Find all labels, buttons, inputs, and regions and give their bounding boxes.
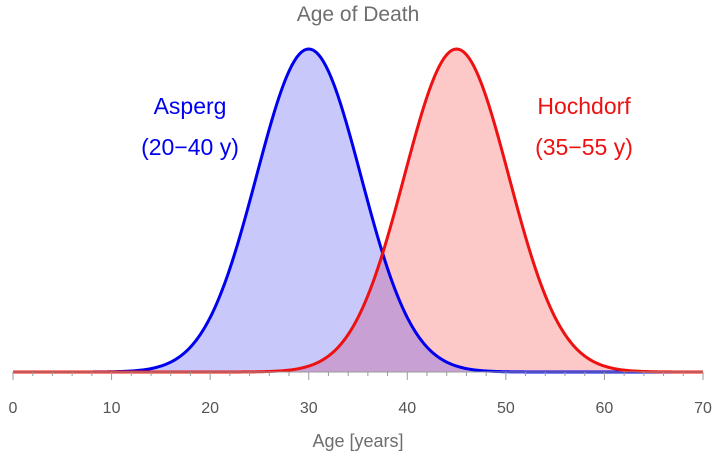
series-range-asperg: (20−40 y) bbox=[141, 134, 239, 160]
x-tick-label: 50 bbox=[497, 400, 515, 417]
x-tick-label: 70 bbox=[694, 400, 712, 417]
series-name-hochdorf: Hochdorf bbox=[537, 93, 631, 119]
plot-areas bbox=[13, 49, 703, 372]
x-axis-label: Age [years] bbox=[312, 431, 403, 451]
series-label-hochdorf: Hochdorf (35−55 y) bbox=[535, 93, 633, 160]
x-axis-ticks: 0 10 20 30 40 50 60 70 bbox=[9, 372, 712, 417]
series-name-asperg: Asperg bbox=[154, 93, 227, 119]
x-tick-label: 20 bbox=[201, 400, 219, 417]
series-range-hochdorf: (35−55 y) bbox=[535, 134, 633, 160]
x-tick-label: 30 bbox=[300, 400, 318, 417]
series-label-asperg: Asperg (20−40 y) bbox=[141, 93, 239, 160]
area-hochdorf bbox=[13, 49, 703, 372]
chart-title: Age of Death bbox=[297, 3, 420, 26]
x-tick-label: 60 bbox=[596, 400, 614, 417]
x-tick-label: 0 bbox=[9, 400, 18, 417]
x-tick-label: 10 bbox=[103, 400, 121, 417]
area-overlap bbox=[13, 253, 703, 372]
area-asperg bbox=[13, 49, 703, 372]
x-tick-label: 40 bbox=[398, 400, 416, 417]
